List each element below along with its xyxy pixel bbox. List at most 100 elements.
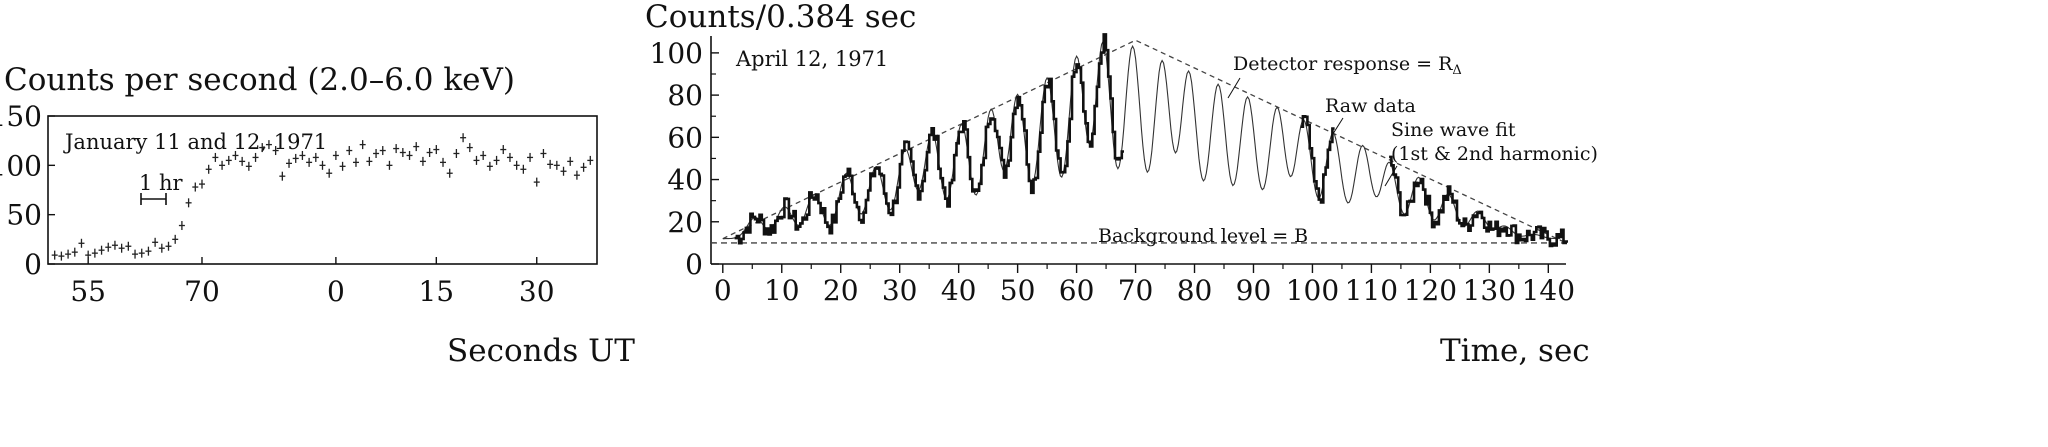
detector-response-leader xyxy=(1227,77,1241,99)
data-point xyxy=(165,241,172,251)
left-x-tick-label: 70 xyxy=(184,275,220,308)
data-point xyxy=(245,161,252,171)
right-x-tick-label: 0 xyxy=(714,274,732,307)
right-y-tick-label: 40 xyxy=(667,164,703,197)
one-hour-scale-bar: 1 hr xyxy=(139,171,184,205)
right-x-tick-label: 20 xyxy=(823,274,859,307)
data-point xyxy=(426,148,433,158)
data-point xyxy=(51,250,58,260)
raw-data-segment xyxy=(1300,115,1335,204)
right-y-tick-label: 80 xyxy=(667,79,703,112)
data-point xyxy=(158,243,165,253)
data-point xyxy=(419,156,426,166)
data-point xyxy=(446,168,453,178)
data-point xyxy=(272,146,279,156)
data-point xyxy=(440,157,447,167)
data-point xyxy=(359,140,366,150)
data-point xyxy=(219,160,226,170)
data-point xyxy=(85,250,92,260)
left-x-tick-label: 55 xyxy=(70,275,106,308)
data-point xyxy=(573,170,580,180)
data-point xyxy=(259,143,266,153)
data-point xyxy=(132,249,139,259)
left-chart: Counts per second (2.0–6.0 keV) January … xyxy=(0,62,635,369)
data-point xyxy=(366,156,373,166)
left-plot-frame xyxy=(47,115,598,265)
data-point xyxy=(145,246,152,256)
data-point xyxy=(480,150,487,160)
data-point xyxy=(373,148,380,158)
data-point xyxy=(326,168,333,178)
sine-fit-label-line2: (1st & 2nd harmonic) xyxy=(1391,143,1598,165)
data-point xyxy=(286,158,293,168)
data-point xyxy=(527,152,534,162)
data-point xyxy=(346,146,353,156)
data-point xyxy=(540,148,547,158)
data-point xyxy=(58,251,65,261)
right-x-tick-label: 130 xyxy=(1463,274,1516,307)
right-x-tick-label: 70 xyxy=(1118,274,1154,307)
data-point xyxy=(339,161,346,171)
data-point xyxy=(319,160,326,170)
data-point xyxy=(265,140,272,150)
raw-data-segment xyxy=(1389,155,1568,248)
data-point xyxy=(587,155,594,165)
data-point xyxy=(78,238,85,248)
data-point xyxy=(393,144,400,154)
data-point xyxy=(466,143,473,153)
data-point xyxy=(299,150,306,160)
data-point xyxy=(413,142,420,152)
left-y-axis: 0 50 100 150 xyxy=(0,100,55,281)
data-point xyxy=(386,160,393,170)
left-chart-annotation: January 11 and 12, 1971 xyxy=(63,130,327,154)
data-point xyxy=(486,161,493,171)
data-point xyxy=(433,145,440,155)
left-y-tick-label: 150 xyxy=(0,100,42,133)
right-chart-title: Counts/0.384 sec xyxy=(645,0,916,35)
right-x-axis: 0 10 20 30 40 50 60 70 80 90 100 110 120 130 140 xyxy=(714,264,1575,307)
data-point xyxy=(138,248,145,258)
scale-bar-label: 1 hr xyxy=(139,171,184,195)
data-point xyxy=(118,243,125,253)
data-point xyxy=(105,242,112,252)
data-point xyxy=(332,150,339,160)
data-point xyxy=(312,152,319,162)
data-point xyxy=(379,146,386,156)
right-chart: Counts/0.384 sec April 12, 1971 0 20 40 60 8… xyxy=(645,0,1598,369)
detector-response-label: Detector response = RΔ xyxy=(1233,53,1462,78)
left-x-axis: 55 70 0 15 30 xyxy=(70,257,555,308)
raw-data-label: Raw data xyxy=(1325,95,1416,117)
right-y-tick-label: 60 xyxy=(667,121,703,154)
raw-data-segment xyxy=(734,33,1124,245)
data-point xyxy=(560,166,567,176)
data-point xyxy=(111,240,118,250)
left-x-tick-label: 0 xyxy=(327,275,345,308)
data-point xyxy=(252,152,259,162)
right-x-tick-label: 110 xyxy=(1345,274,1398,307)
data-point xyxy=(279,171,286,181)
data-point xyxy=(225,155,232,165)
data-point xyxy=(91,248,98,258)
data-point xyxy=(205,164,212,174)
data-point xyxy=(98,245,105,255)
right-x-tick-label: 30 xyxy=(882,274,918,307)
data-point xyxy=(406,150,413,160)
background-level-label: Background level = B xyxy=(1098,225,1308,247)
data-point xyxy=(473,155,480,165)
right-chart-annotation: April 12, 1971 xyxy=(735,47,888,71)
left-chart-title: Counts per second (2.0–6.0 keV) xyxy=(4,62,515,98)
right-y-axis: 0 20 40 60 80 100 xyxy=(650,37,719,281)
data-point xyxy=(292,153,299,163)
data-point xyxy=(553,160,560,170)
data-point xyxy=(520,164,527,174)
right-y-tick-label: 20 xyxy=(667,206,703,239)
data-point xyxy=(232,150,239,160)
left-y-tick-label: 50 xyxy=(6,199,42,232)
raw-data-leader xyxy=(1330,117,1344,138)
right-x-tick-label: 10 xyxy=(764,274,800,307)
right-x-tick-label: 60 xyxy=(1059,274,1095,307)
data-point xyxy=(198,179,205,189)
data-point xyxy=(460,133,467,143)
right-x-tick-label: 120 xyxy=(1404,274,1457,307)
